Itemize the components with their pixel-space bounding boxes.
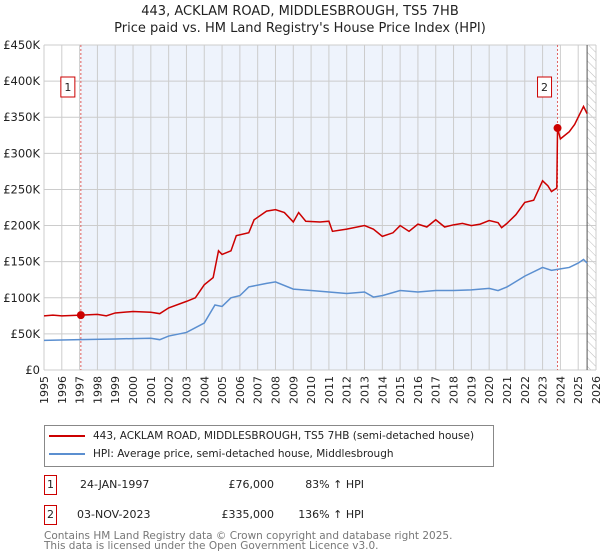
y-tick-label: £200K: [3, 219, 40, 233]
sale-point: [553, 124, 562, 133]
transaction-date: 03-NOV-2023: [77, 508, 151, 521]
transaction-marker: 2: [44, 505, 57, 525]
x-tick-label: 2012: [341, 376, 354, 404]
x-tick-label: 1997: [74, 376, 87, 404]
x-tick-label: 2021: [501, 376, 514, 404]
x-tick-label: 2003: [180, 376, 193, 404]
x-tick-label: 2013: [359, 376, 372, 404]
x-tick-label: 2001: [145, 376, 158, 404]
x-tick-label: 2011: [323, 376, 336, 404]
x-tick-label: 2014: [376, 376, 389, 404]
x-tick-label: 2018: [448, 376, 461, 404]
x-tick-label: 2020: [483, 376, 496, 404]
x-tick-label: 2026: [590, 376, 600, 404]
sale-point: [76, 311, 85, 320]
chart-subtitle: Price paid vs. HM Land Registry's House …: [114, 21, 486, 36]
sale-label-box: [60, 76, 76, 98]
shaded-ownership-period: [80, 45, 558, 370]
transaction-price: £76,000: [228, 478, 275, 491]
legend-red-line: [49, 435, 85, 437]
x-tick-label: 2002: [163, 376, 176, 404]
sale-label: 1: [64, 81, 71, 94]
x-tick-label: 1995: [38, 376, 51, 404]
x-tick-label: 1996: [56, 376, 69, 404]
y-tick-label: £150K: [3, 255, 40, 269]
hatched-future-region: [587, 45, 596, 370]
footer-line-2: This data is licensed under the Open Gov…: [44, 540, 379, 552]
transaction-marker: 1: [44, 475, 57, 495]
x-tick-label: 2015: [394, 376, 407, 404]
y-tick-label: £100K: [3, 291, 40, 305]
transaction-hpi: 83% ↑ HPI: [305, 478, 364, 491]
hpi-series-line: [43, 258, 588, 342]
transaction-price: £335,000: [221, 508, 275, 521]
y-tick-label: £400K: [3, 74, 40, 88]
x-tick-label: 2007: [252, 376, 265, 404]
x-tick-label: 2019: [465, 376, 478, 404]
transaction-hpi: 136% ↑ HPI: [298, 508, 364, 521]
sale-label-box: [537, 76, 553, 98]
x-tick-label: 2009: [287, 376, 300, 404]
x-tick-label: 2006: [234, 376, 247, 404]
footer: Contains HM Land Registry data © Crown c…: [44, 530, 453, 552]
x-tick-label: 2005: [216, 376, 229, 404]
legend-blue-line: [49, 453, 85, 455]
legend-item-hpi: HPI: Average price, semi-detached house,…: [93, 448, 394, 460]
x-tick-label: 2000: [127, 376, 140, 404]
footer-line-1: Contains HM Land Registry data © Crown c…: [44, 530, 453, 542]
x-tick-label: 2004: [198, 376, 211, 404]
x-tick-label: 2008: [269, 376, 282, 404]
legend-item-property: 443, ACKLAM ROAD, MIDDLESBROUGH, TS5 7HB…: [93, 430, 475, 442]
x-tick-label: 2017: [430, 376, 443, 404]
x-tick-label: 2010: [305, 376, 318, 404]
chart-title: 443, ACKLAM ROAD, MIDDLESBROUGH, TS5 7HB: [141, 4, 459, 19]
property-series-line: [43, 104, 588, 317]
y-tick-label: £50K: [11, 327, 41, 341]
x-tick-label: 2022: [519, 376, 532, 404]
x-tick-label: 2024: [554, 376, 567, 404]
x-tick-label: 1998: [91, 376, 104, 404]
x-tick-label: 2025: [572, 376, 585, 404]
transaction-date: 24-JAN-1997: [80, 478, 150, 491]
transaction-row: 1 24-JAN-1997 £76,000 83% ↑ HPI: [44, 475, 444, 495]
legend: 443, ACKLAM ROAD, MIDDLESBROUGH, TS5 7HB…: [44, 425, 494, 467]
y-tick-label: £0: [25, 363, 40, 377]
price-chart: 1995 1996 1997 1998 1999 2000 2001 2002 2003 2004…: [3, 38, 600, 404]
y-tick-label: £450K: [3, 38, 40, 52]
y-tick-label: £350K: [3, 110, 40, 124]
x-tick-label: 2016: [412, 376, 425, 404]
sale-label: 2: [541, 81, 548, 94]
y-tick-label: £300K: [3, 146, 40, 160]
x-tick-label: 1999: [109, 376, 122, 404]
y-tick-label: £250K: [3, 182, 40, 196]
transaction-row: 2 03-NOV-2023 £335,000 136% ↑ HPI: [44, 505, 444, 525]
x-tick-label: 2023: [537, 376, 550, 404]
